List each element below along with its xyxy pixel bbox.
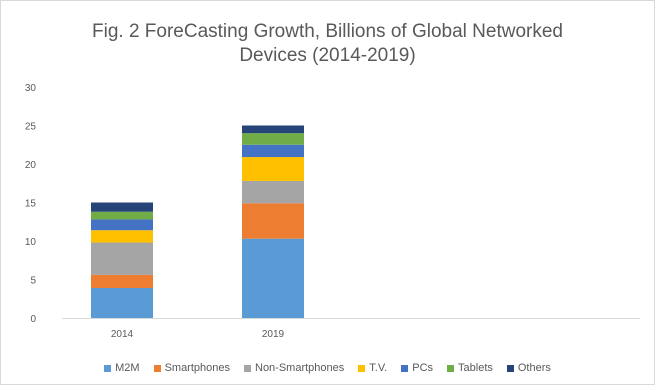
bar-segment [91,202,153,212]
legend-label: Others [517,362,551,374]
y-tick-label: 20 [25,160,37,171]
legend-item: PCs [401,362,433,374]
y-tick-label: 30 [25,83,37,94]
bar-segment [242,238,304,318]
chart-legend: M2M Smartphones Non-Smartphones T.V. PCs Tabl… [0,362,655,374]
y-tick-label: 10 [25,237,37,248]
legend-label: PCs [412,362,434,374]
bar-segment [91,274,153,288]
y-tick-label: 25 [25,122,37,133]
legend-item: Others [506,362,551,374]
bar-segment [242,125,304,134]
legend-swatch [358,364,366,372]
legend-swatch [244,364,251,372]
y-tick-label: 0 [30,314,36,325]
legend-label: Tablets [458,362,493,374]
legend-item: Smartphones [153,362,230,374]
legend-swatch [153,364,161,372]
legend-label: Non-Smartphones [255,362,345,374]
legend-item: Tablets [447,362,493,374]
legend-swatch [506,364,514,372]
bar-segment [242,203,304,239]
y-tick-label: 5 [30,276,36,287]
legend-label: Smartphones [164,362,230,374]
legend-item: T.V. [358,362,387,374]
bar-segment [242,144,304,158]
bar-segment [91,230,153,243]
legend-swatch [401,364,409,372]
legend-label: T.V. [369,362,388,374]
bar-segment [91,242,153,275]
bar-segment [242,180,304,204]
bar-segment [91,219,153,231]
bar-segment [242,157,304,181]
legend-swatch [447,364,455,372]
legend-swatch [104,364,112,372]
legend-item: M2M [104,362,140,374]
chart-title: Fig. 2 ForeCasting Growth, Billions of G… [92,21,563,66]
x-tick-label: 2019 [262,329,285,340]
bar-segment [242,133,304,145]
legend-item: Non-Smartphones [244,362,344,374]
bar-segment [91,211,153,220]
x-tick-label: 2014 [111,329,134,340]
legend-label: M2M [115,362,140,374]
y-tick-label: 15 [25,199,37,210]
bar-segment [91,287,153,318]
